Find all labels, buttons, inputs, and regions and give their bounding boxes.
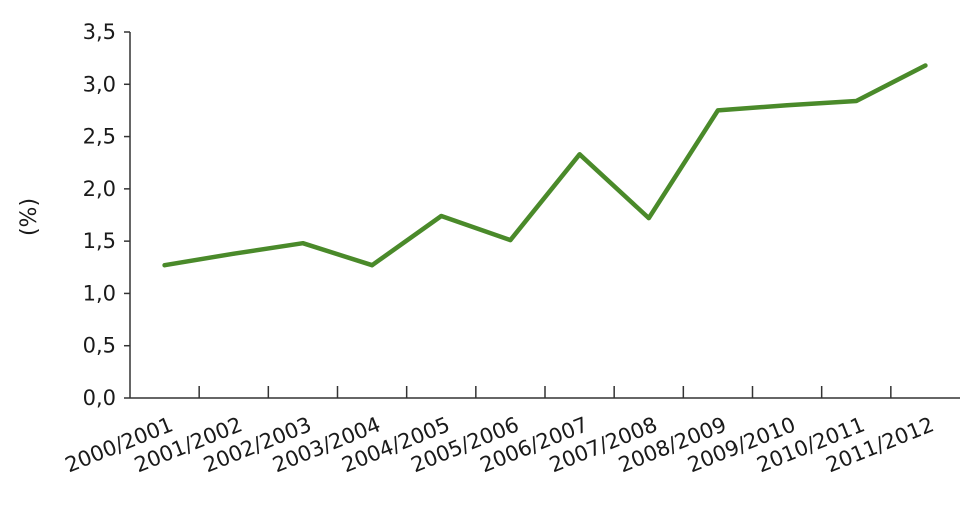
y-tick-label: 0,5 (83, 334, 116, 358)
data-point (785, 103, 790, 108)
y-tick-label: 0,0 (83, 386, 116, 410)
y-axis-ticks: 0,0 0,5 1,0 1,5 2,0 2,5 3,0 3,5 (83, 20, 130, 410)
data-point (715, 108, 720, 113)
data-point (508, 238, 513, 243)
y-tick-label: 1,0 (83, 281, 116, 305)
data-point (577, 152, 582, 157)
y-tick-label: 2,0 (83, 177, 116, 201)
y-tick-label: 3,5 (83, 20, 116, 44)
data-point (646, 216, 651, 221)
x-axis-ticks: 2000/20012001/20022002/20032003/20042004… (62, 386, 937, 477)
series-layer (162, 63, 928, 268)
data-point (854, 99, 859, 104)
data-point (439, 214, 444, 219)
y-axis-label: (%) (17, 198, 42, 236)
data-point (162, 263, 167, 268)
data-point (300, 241, 305, 246)
series-line (162, 63, 928, 268)
y-tick-label: 1,5 (83, 229, 116, 253)
data-point (370, 263, 375, 268)
data-point (231, 251, 236, 256)
y-tick-label: 3,0 (83, 72, 116, 96)
data-point (923, 63, 928, 68)
y-tick-label: 2,5 (83, 125, 116, 149)
